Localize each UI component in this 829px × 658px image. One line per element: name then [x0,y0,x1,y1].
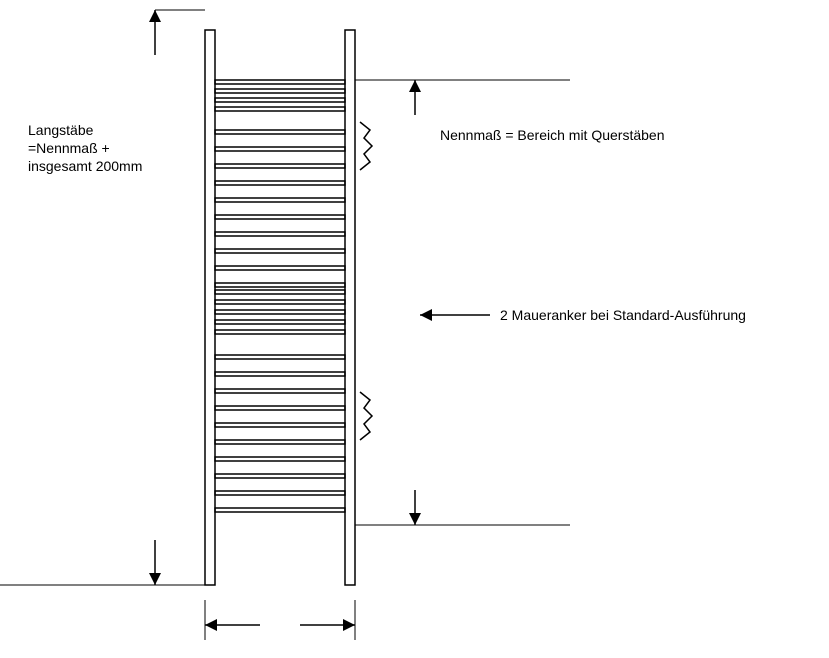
rung [215,330,345,334]
rung [215,372,345,376]
arrowhead-icon [343,619,355,631]
rung [215,232,345,236]
arrowhead-icon [149,10,161,22]
rung [215,423,345,427]
rung [215,406,345,410]
left-rail [205,30,215,585]
rung [215,80,345,84]
rung [215,300,345,304]
wall-anchor-icon [360,392,372,440]
rung [215,215,345,219]
rung [215,89,345,93]
rung [215,283,345,287]
rung [215,310,345,314]
technical-diagram: Langstäbe =Nennmaß + insgesamt 200mm Nennma… [0,0,829,658]
rung [215,491,345,495]
arrowhead-icon [149,573,161,585]
rung [215,147,345,151]
rung [215,107,345,111]
label-maueranker: 2 Maueranker bei Standard-Ausführung [500,307,746,323]
rung [215,440,345,444]
rung [215,474,345,478]
arrowhead-icon [420,309,432,321]
rung [215,181,345,185]
arrowhead-icon [205,619,217,631]
rung [215,164,345,168]
rung [215,249,345,253]
rung [215,457,345,461]
wall-anchor-icon [360,122,372,170]
right-rail [345,30,355,585]
label-langstaebe: =Nennmaß + [28,140,110,156]
rung [215,320,345,324]
rung [215,290,345,294]
rung [215,98,345,102]
arrowhead-icon [409,513,421,525]
rung [215,508,345,512]
rung [215,266,345,270]
label-langstaebe: insgesamt 200mm [28,158,142,174]
rung [215,130,345,134]
rung [215,198,345,202]
label-nennmass: Nennmaß = Bereich mit Querstäben [440,127,665,143]
label-langstaebe: Langstäbe [28,122,94,138]
rung [215,389,345,393]
rung [215,355,345,359]
arrowhead-icon [409,80,421,92]
